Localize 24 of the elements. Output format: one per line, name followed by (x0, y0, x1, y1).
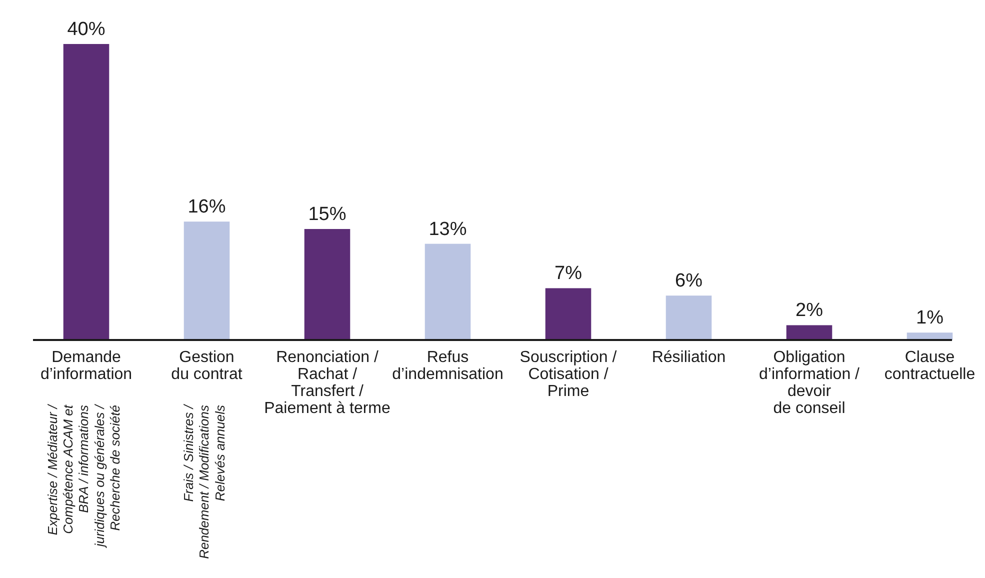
data-label: 40% (67, 19, 106, 40)
x-tick-label: Refus d’indemnisation (392, 349, 504, 383)
data-label: 1% (916, 308, 944, 329)
data-label: 16% (188, 196, 226, 218)
bar (424, 244, 471, 340)
bar (304, 229, 350, 340)
x-tick-label: Résiliation (652, 349, 726, 366)
data-label: 2% (796, 300, 824, 322)
data-label: 7% (554, 263, 582, 284)
bar (786, 325, 832, 340)
data-label: 13% (428, 218, 467, 240)
bar (63, 44, 110, 340)
x-tick-label: Gestion du contrat (171, 349, 243, 383)
x-tick-label: Renonciation / Rachat / Transfert / Paiement à terme (264, 349, 390, 417)
x-tick-label: Demande d’information (40, 349, 132, 383)
x-tick-label: Clause contractuelle (884, 349, 976, 383)
bar (666, 296, 712, 340)
x-tick-label: Obligation d’information / devoir de conseil (759, 349, 860, 417)
x-tick-label: Souscription / Cotisation / Prime (520, 349, 618, 400)
bar (184, 222, 230, 340)
data-label: 6% (675, 270, 703, 292)
data-label: 15% (308, 204, 346, 225)
bar (545, 288, 592, 340)
text: Expertise / Médiateur / Compétence ACAM et BRA / informations juridiques ou générales / Recherche de société (45, 404, 122, 549)
